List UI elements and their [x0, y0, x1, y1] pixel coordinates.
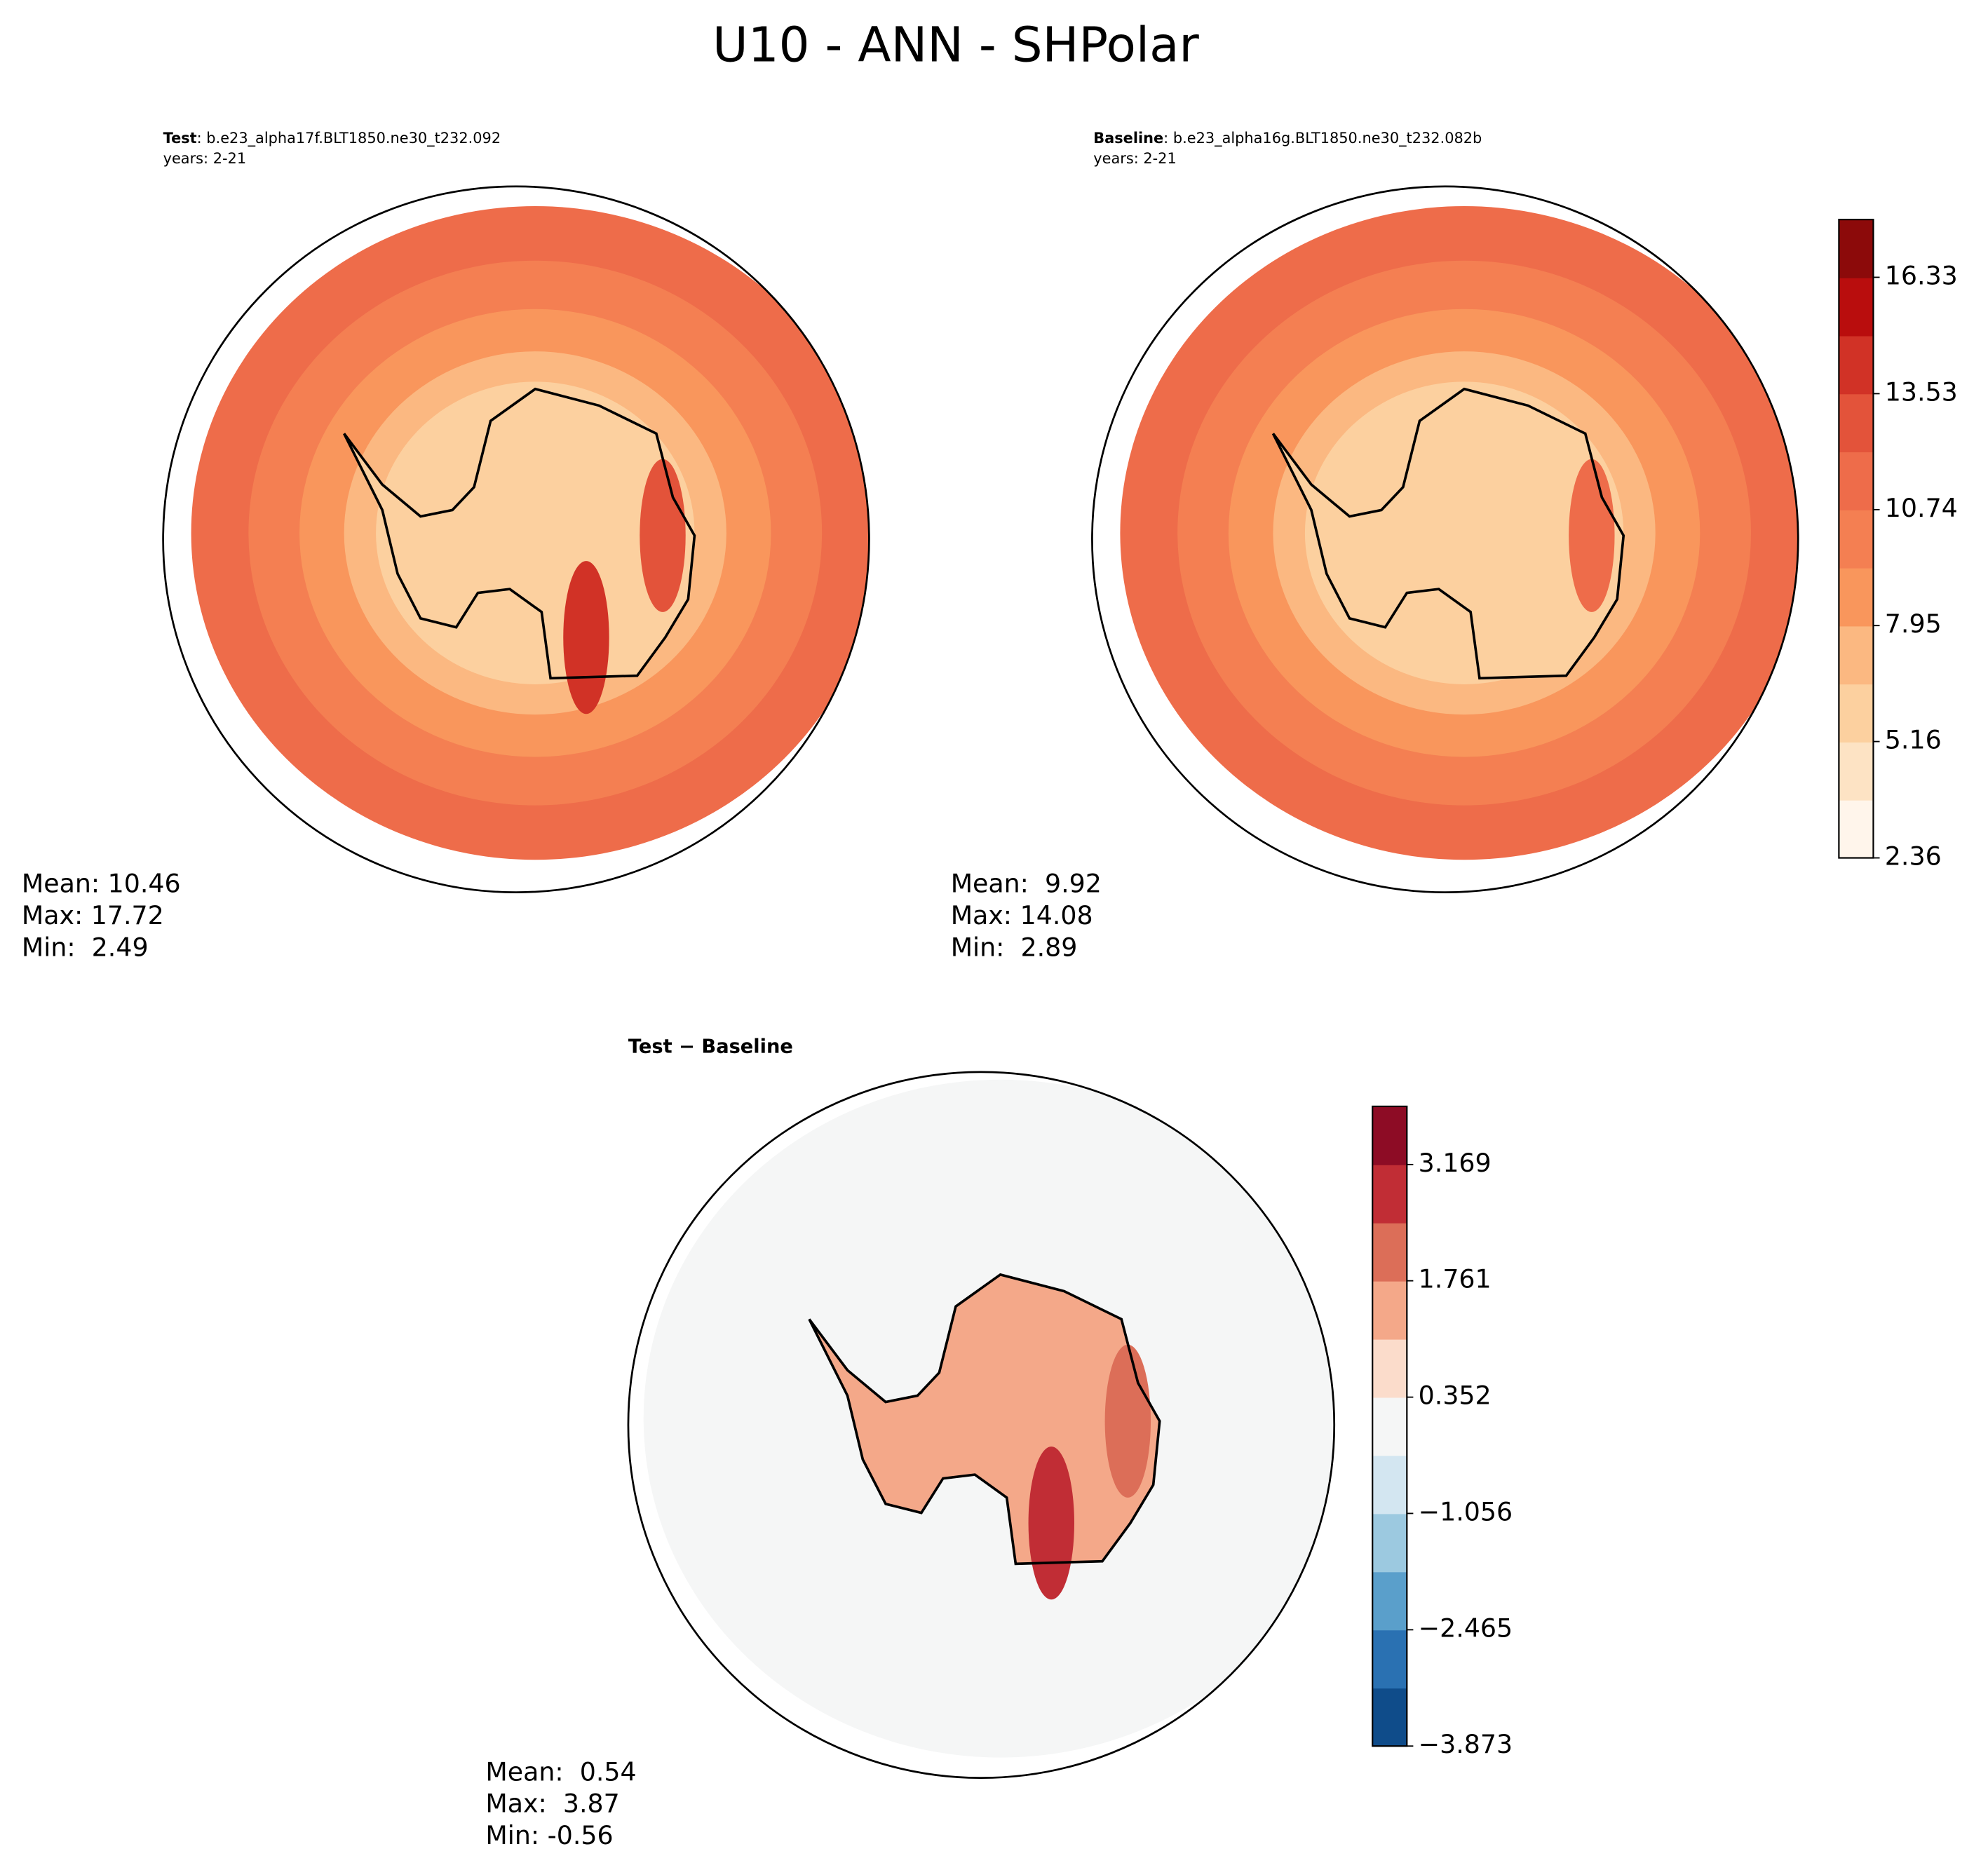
colorbar-frame: [1838, 218, 1874, 859]
case-name: : b.e23_alpha16g.BLT1850.ne30_t232.082b: [1163, 130, 1482, 147]
colorbar-segment: [1372, 1222, 1407, 1282]
colorbar-tick-label: 5.16: [1885, 725, 1942, 755]
stat: Mean: 0.54: [485, 1756, 636, 1787]
contour-band: [1028, 1446, 1074, 1600]
years: years: 2-21: [163, 150, 247, 167]
years: years: 2-21: [1093, 150, 1177, 167]
coastline: [808, 1273, 1161, 1566]
colorbar-tick-label: 1.761: [1419, 1264, 1492, 1294]
map-border: [627, 1071, 1336, 1780]
colorbar-tick-label: −1.056: [1419, 1496, 1513, 1526]
map: [1120, 206, 1799, 860]
colorbar-segment: [1839, 219, 1874, 278]
colorbar-segment: [1372, 1455, 1407, 1515]
colorbar-tick-label: 7.95: [1885, 609, 1942, 639]
colorbar-segment: [1839, 452, 1874, 510]
map: [643, 1079, 1334, 1758]
colorbar-segment: [1839, 742, 1874, 801]
colorbar-segment: [1372, 1688, 1407, 1747]
contour-band: [640, 459, 686, 612]
colorbar-tick-label: −2.465: [1419, 1613, 1513, 1643]
colorbar-frame: [1372, 1105, 1408, 1747]
colorbar-segment: [1372, 1339, 1407, 1398]
map: [191, 206, 870, 860]
colorbar-segment: [1372, 1513, 1407, 1573]
stat: Max: 14.08: [951, 900, 1093, 930]
colorbar-tick-label: 3.169: [1419, 1148, 1492, 1178]
stat: Min: 2.89: [951, 932, 1078, 962]
continent-fill: [1273, 388, 1624, 679]
panel-label: Test − Baseline: [628, 1036, 793, 1058]
colorbar-tick-label: −3.873: [1419, 1729, 1513, 1759]
stat: Min: 2.49: [22, 932, 149, 962]
stat: Max: 17.72: [22, 900, 164, 930]
colorbar-tick-label: 10.74: [1885, 493, 1958, 523]
colorbar-segment: [1372, 1164, 1407, 1224]
stat: Mean: 9.92: [951, 869, 1102, 899]
colorbar-tick-label: 13.53: [1885, 377, 1958, 407]
case-name: : b.e23_alpha17f.BLT1850.ne30_t232.092: [197, 130, 501, 147]
coastline: [343, 387, 696, 680]
panel-label: Test: b.e23_alpha17f.BLT1850.ne30_t232.0…: [163, 130, 501, 147]
figure-title: U10 - ANN - SHPolar: [712, 18, 1199, 74]
colorbar-segment: [1839, 684, 1874, 743]
panel-label-bold: Test − Baseline: [628, 1036, 793, 1058]
colorbar-segment: [1839, 509, 1874, 569]
stat: Min: -0.56: [485, 1820, 613, 1850]
colorbar-tick-label: 16.33: [1885, 260, 1958, 290]
colorbar-segment: [1372, 1280, 1407, 1340]
colorbar-segment: [1372, 1397, 1407, 1456]
colorbar-segment: [1372, 1106, 1407, 1165]
contour-band: [563, 561, 609, 714]
contour-band: [1569, 459, 1615, 612]
colorbar-segment: [1839, 335, 1874, 395]
colorbar-segment: [1372, 1571, 1407, 1631]
coastline: [1271, 387, 1625, 680]
colorbar-tick-label: 0.352: [1419, 1381, 1492, 1411]
contour-band: [1104, 1344, 1151, 1498]
stat: Max: 3.87: [485, 1789, 619, 1819]
panel-label-bold: Test: [163, 130, 197, 147]
colorbar-segment: [1839, 393, 1874, 453]
colorbar-segment: [1839, 567, 1874, 627]
panel-label: Baseline: b.e23_alpha16g.BLT1850.ne30_t2…: [1093, 130, 1482, 147]
colorbar-tick-label: 2.36: [1885, 841, 1942, 872]
stat: Mean: 10.46: [22, 869, 181, 899]
map-border: [1091, 185, 1799, 893]
colorbar-segment: [1839, 625, 1874, 685]
map-border: [162, 185, 870, 893]
colorbar-segment: [1839, 799, 1874, 859]
panel-label-bold: Baseline: [1093, 130, 1163, 147]
colorbar-segment: [1839, 277, 1874, 337]
colorbar-segment: [1372, 1630, 1407, 1689]
